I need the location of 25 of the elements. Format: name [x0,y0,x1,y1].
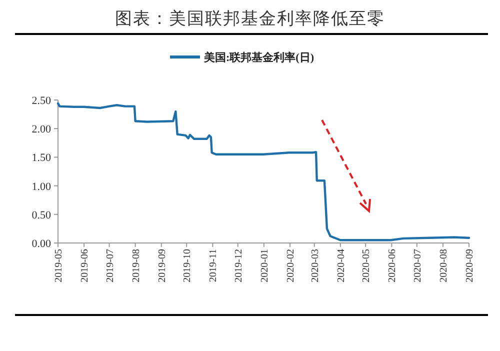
chart-title: 图表：美国联邦基金利率降低至零 [115,9,385,28]
x-tick-label: 2019-05 [54,249,64,282]
x-tick-label: 2020-03 [310,249,321,282]
x-tick-label: 2020-09 [464,249,476,282]
y-tick-label: 2.50 [32,95,52,107]
legend-label: 美国:联邦基金利率(日) [203,51,314,64]
x-tick-label: 2019-09 [156,249,168,282]
x-tick-label: 2020-01 [259,249,270,282]
x-tick-label: 2019-07 [104,249,116,282]
y-tick-label: 0.00 [32,238,52,250]
x-tick-label: 2019-12 [233,249,244,282]
x-tick-label: 2020-04 [336,249,347,282]
x-tick-label: 2019-10 [182,249,194,282]
x-tick-label: 2020-06 [387,249,398,282]
y-tick-label: 2.00 [32,124,52,136]
x-tick-label: 2020-02 [285,249,296,282]
x-tick-label: 2019-08 [130,249,142,282]
x-tick-label: 2020-08 [438,249,450,282]
y-tick-label: 1.50 [32,152,52,164]
x-tick-label: 2019-06 [80,249,91,282]
y-tick-label: 0.50 [32,209,52,222]
y-tick-label: 1.00 [32,180,52,193]
x-tick-label: 2020-07 [412,249,424,282]
x-tick-label: 2020-05 [361,249,372,282]
x-tick-label: 2019-11 [208,249,220,282]
